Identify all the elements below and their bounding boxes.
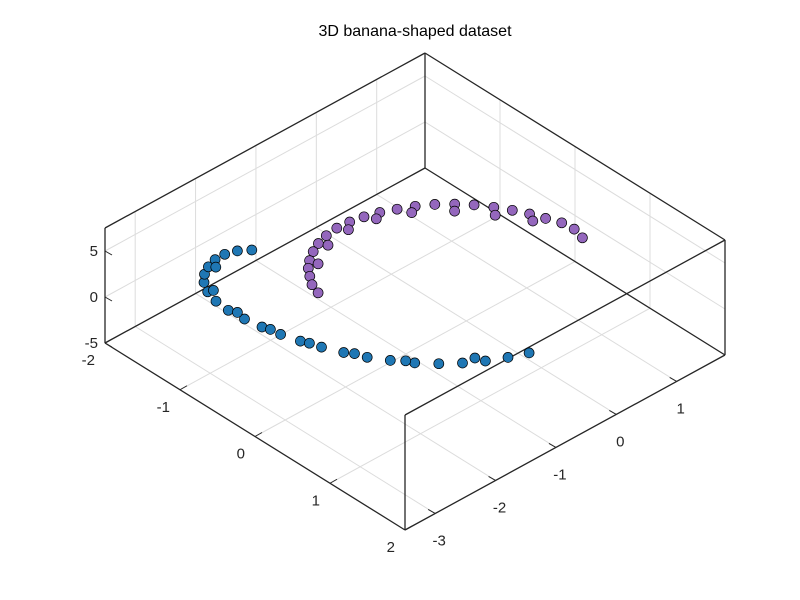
data-point [349, 348, 360, 359]
y-tick-mark [609, 409, 617, 415]
data-point [361, 351, 373, 363]
data-point [239, 313, 250, 325]
grid-line-back-left-horizontal [424, 121, 726, 310]
data-point [210, 261, 222, 273]
z-tick-mark [104, 250, 113, 256]
data-point [527, 215, 539, 227]
box-edge [104, 167, 426, 344]
data-point [506, 204, 518, 216]
x-tick-mark [254, 432, 263, 437]
data-point [295, 335, 306, 347]
grid-line-floor-y [134, 326, 436, 514]
x-tick-mark [329, 478, 338, 484]
data-point [370, 213, 382, 225]
data-point [358, 211, 370, 223]
data-point [307, 246, 319, 257]
grid-line-floor-x [179, 214, 501, 391]
data-point [232, 307, 243, 318]
data-point [222, 304, 234, 316]
data-point [384, 355, 396, 366]
data-point [400, 355, 412, 367]
data-point [331, 222, 343, 234]
grid-line-floor-y [195, 293, 496, 481]
data-point [449, 205, 460, 217]
data-point [316, 341, 327, 353]
x-tick-label: 1 [312, 492, 320, 509]
y-tick-label: -2 [493, 499, 506, 516]
data-point [265, 324, 276, 335]
grid-line-back-left-horizontal [424, 75, 726, 264]
x-tick-label: -1 [157, 399, 170, 416]
data-point [540, 213, 551, 224]
data-point [433, 358, 445, 370]
data-point [468, 199, 480, 211]
y-tick-mark [427, 509, 436, 514]
data-point [480, 355, 491, 367]
box-edge [404, 239, 726, 416]
y-tick-label: 0 [616, 433, 624, 450]
tick-labels: -2 -1 0 1 2 -3 -2 -1 0 1 -5 0 5 [82, 243, 685, 556]
grid-layer [104, 53, 726, 531]
z-tick-label: 5 [90, 243, 98, 260]
y-tick-label: 1 [677, 400, 685, 417]
data-point [304, 337, 315, 349]
grid-line-floor-y [376, 193, 677, 382]
data-point [577, 232, 588, 244]
grid-line-floor-x [329, 307, 651, 484]
data-point [556, 217, 568, 229]
data-point [406, 207, 418, 218]
z-tick-mark [104, 296, 113, 302]
data-point [306, 279, 318, 291]
data-point [246, 244, 258, 256]
data-point [502, 352, 514, 363]
data-point [208, 285, 219, 296]
z-tick-label: 0 [90, 289, 98, 306]
x-tick-mark [104, 338, 113, 344]
grid-line-floor-y [255, 260, 557, 448]
axes-layer [104, 52, 726, 531]
z-tick-mark [104, 342, 113, 348]
data-point [469, 352, 481, 364]
data-point [409, 357, 421, 369]
box-edge [424, 167, 726, 356]
box-edge [404, 354, 726, 531]
data-point [489, 209, 501, 221]
x-tick-label: -2 [82, 352, 95, 369]
grid-line-back-right-horizontal [104, 75, 426, 252]
box-edge [424, 52, 726, 241]
data-point [568, 223, 580, 235]
data-point [312, 287, 324, 299]
grid-line-floor-x [254, 261, 576, 437]
data-point [322, 239, 334, 251]
y-tick-mark [669, 376, 677, 382]
data-point [391, 203, 403, 215]
data-point [219, 248, 231, 260]
x-tick-label: 0 [237, 446, 245, 463]
data-points [198, 198, 588, 370]
data-point [232, 245, 243, 257]
data-point [312, 258, 324, 270]
grid-line-back-right-horizontal [104, 121, 426, 298]
y-tick-mark [488, 476, 496, 481]
y-tick-label: -1 [553, 466, 566, 483]
x-tick-mark [404, 525, 413, 531]
grid-line-floor-y [316, 227, 617, 415]
data-point [275, 329, 286, 340]
data-point [320, 230, 332, 242]
x-tick-label: 2 [387, 539, 395, 556]
data-point [343, 224, 354, 236]
data-point [429, 199, 441, 210]
x-tick-mark [179, 385, 188, 391]
y-tick-label: -3 [433, 532, 446, 549]
chart-title: 3D banana-shaped dataset [318, 23, 512, 40]
data-point [210, 295, 222, 307]
z-tick-label: -5 [85, 335, 98, 352]
data-point [338, 347, 350, 358]
data-point [457, 357, 468, 369]
box-edge [104, 52, 426, 229]
y-tick-mark [548, 443, 557, 448]
data-point [523, 347, 535, 359]
